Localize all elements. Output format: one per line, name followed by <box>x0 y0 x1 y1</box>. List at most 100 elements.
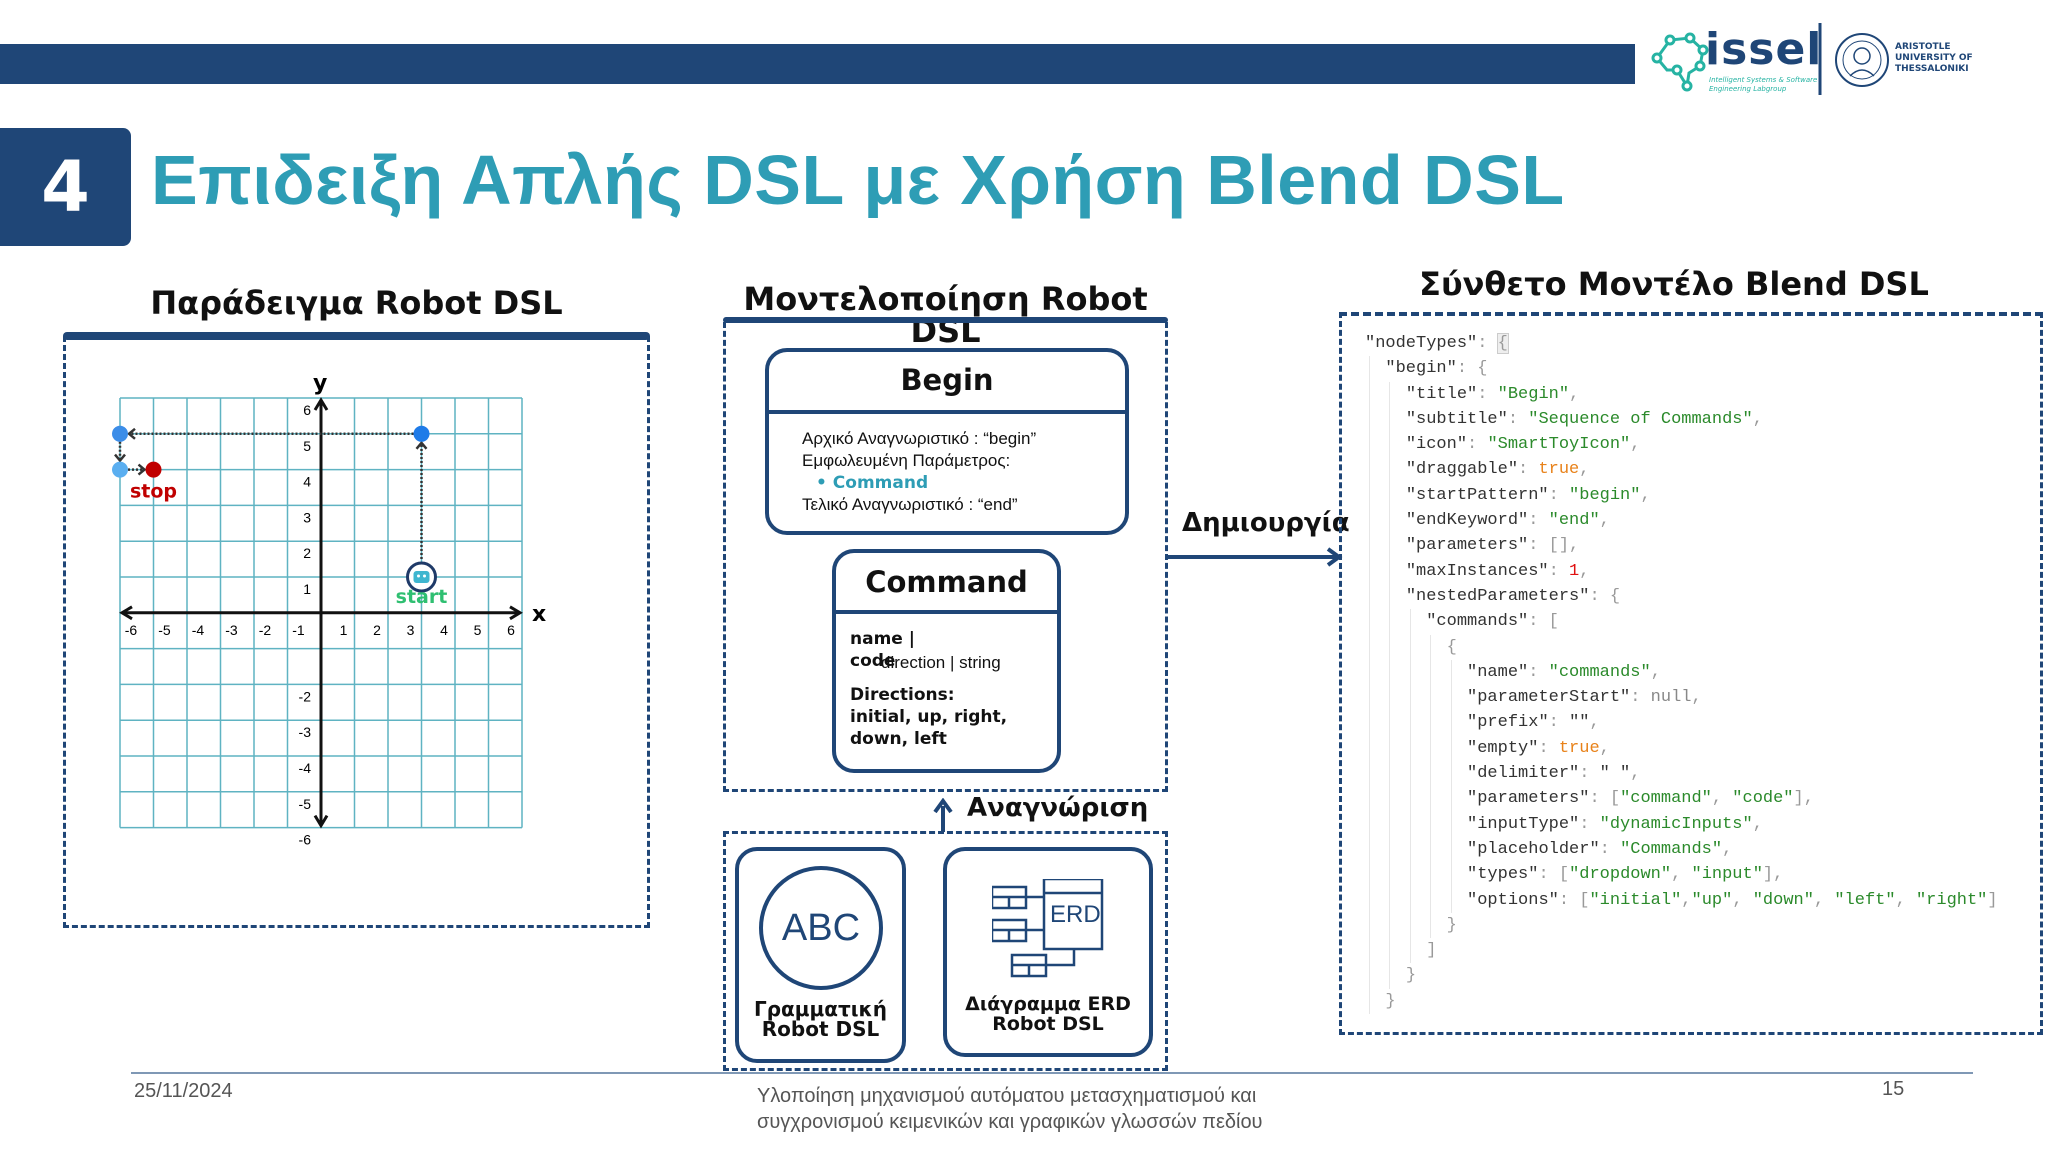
code-token: "types" <box>1467 865 1539 885</box>
page-title: Επιδειξη Απλής DSL με Χρήση Blend DSL <box>151 141 1565 219</box>
indent-guide <box>1389 685 1391 711</box>
logo: issel Intelligent Systems & Software Eng… <box>1645 18 1985 98</box>
code-token: , <box>1650 662 1661 682</box>
code-token: "commands" <box>1426 612 1529 632</box>
lab-subtitle-2: Engineering Labgroup <box>1709 85 1787 93</box>
x-tick-label: 3 <box>407 622 415 638</box>
recognition-arrow-icon <box>933 798 953 832</box>
x-tick-label: -4 <box>192 622 205 638</box>
issel-network-icon <box>1651 23 1889 95</box>
indent-guide <box>1389 432 1391 458</box>
creation-arrow-icon <box>1168 547 1343 567</box>
code-token: } <box>1405 966 1417 986</box>
indent-guide <box>1450 786 1452 812</box>
code-token: , <box>1599 738 1610 758</box>
code-token: "parameterStart" <box>1467 688 1631 708</box>
code-token: } <box>1385 991 1396 1011</box>
indent-guide <box>1369 432 1370 458</box>
code-line: "subtitle": "Sequence of Commands", <box>1365 406 1998 433</box>
code-token: , <box>1599 511 1610 531</box>
code-token: , <box>1752 409 1763 429</box>
code-token: true <box>1538 460 1580 480</box>
y-tick-label: 3 <box>303 509 311 525</box>
x-tick-label: -5 <box>158 622 171 638</box>
indent-guide <box>1450 761 1452 787</box>
command-code-field: code <box>850 651 896 671</box>
indent-guide <box>1369 710 1370 736</box>
code-token: "input" <box>1691 865 1763 885</box>
code-line: } <box>1365 988 1998 1015</box>
indent-guide <box>1369 988 1370 1015</box>
code-token: : <box>1579 764 1600 784</box>
indent-guide <box>1430 735 1432 762</box>
code-token: "endKeyword" <box>1405 511 1529 531</box>
model-panel <box>723 322 1168 792</box>
university-name-1: ARISTOTLE <box>1895 42 1951 52</box>
indent-guide <box>1369 912 1370 939</box>
code-line: "options": ["initial","up", "down", "lef… <box>1365 887 1998 913</box>
code-token: " " <box>1599 764 1631 784</box>
indent-guide <box>1369 558 1370 584</box>
x-tick-label: 4 <box>440 622 448 638</box>
code-token: , <box>1691 688 1702 708</box>
indent-guide <box>1430 634 1432 660</box>
abc-icon-text: ABC <box>781 906 861 949</box>
indent-guide <box>1369 609 1370 635</box>
code-token: : <box>1477 384 1498 404</box>
json-code-block: "nodeTypes": { "begin": { "title": "Begi… <box>1365 331 1998 1015</box>
code-token: : <box>1538 738 1559 758</box>
code-token: , <box>1640 485 1651 505</box>
robot-eye-icon <box>423 574 426 578</box>
code-token: { <box>1496 333 1509 354</box>
section-number: 4 <box>0 128 131 246</box>
code-token: : [ <box>1528 612 1559 632</box>
robot-eye-icon <box>417 574 420 578</box>
left-panel-top-rule <box>63 332 650 340</box>
code-token: "name" <box>1467 662 1529 682</box>
path-arrow-icon <box>137 463 147 476</box>
indent-guide <box>1409 786 1411 812</box>
code-token: "subtitle" <box>1405 409 1508 429</box>
indent-guide <box>1389 482 1391 509</box>
stop-point <box>145 461 162 478</box>
start-label: start <box>396 586 448 608</box>
indent-guide <box>1450 862 1452 888</box>
code-line: "title": "Begin", <box>1365 381 1998 407</box>
y-tick-label: 5 <box>303 438 311 454</box>
indent-guide <box>1450 735 1452 762</box>
indent-guide <box>1409 634 1411 660</box>
indent-guide <box>1369 583 1370 610</box>
code-token: : <box>1548 485 1570 505</box>
y-tick-label: -3 <box>299 724 312 740</box>
indent-guide <box>1389 558 1391 584</box>
indent-guide <box>1430 710 1432 736</box>
code-line: "maxInstances": 1, <box>1365 558 1998 584</box>
code-token: : <box>1630 688 1651 708</box>
y-tick-label: -5 <box>299 796 312 812</box>
code-line: } <box>1365 963 1998 989</box>
code-token: } <box>1446 915 1457 935</box>
x-axis-arrow-right-icon <box>509 605 523 621</box>
y-tick-label: 4 <box>303 474 311 490</box>
code-line: } <box>1365 912 1998 939</box>
code-token: ], <box>1762 865 1784 885</box>
erd-icon-text: ERD <box>1050 901 1101 928</box>
code-token: , <box>1579 460 1590 480</box>
code-token: "initial" <box>1589 890 1682 910</box>
right-panel-heading: Σύνθετο Μοντέλο Blend DSL <box>1419 265 1929 303</box>
begin-card: Begin Αρχικό Αναγνωριστικό : “begin” Εμφ… <box>765 348 1129 535</box>
lab-name: issel <box>1705 24 1823 75</box>
code-token: null <box>1650 688 1692 708</box>
grammar-label-1: Γραμματική <box>754 997 887 1021</box>
abc-icon: ABC <box>759 866 883 990</box>
indent-guide <box>1409 659 1411 686</box>
path-point <box>112 425 128 442</box>
indent-guide <box>1389 963 1391 989</box>
indent-guide <box>1389 634 1391 660</box>
indent-guide <box>1369 406 1370 433</box>
command-name-field: name | <box>850 629 915 649</box>
code-token: : { <box>1456 359 1488 379</box>
code-line: ] <box>1365 938 1998 964</box>
x-axis-label: x <box>532 602 546 627</box>
begin-card-title: Begin <box>769 352 1125 414</box>
